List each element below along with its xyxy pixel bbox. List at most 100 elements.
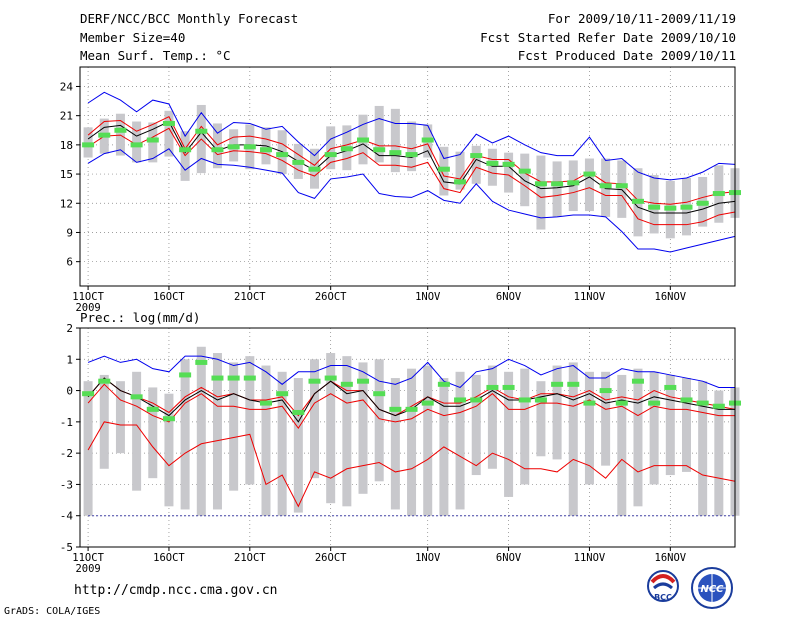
lower-plot-frame [79,327,736,548]
upper-obs-marker [615,183,628,189]
upper-obs-marker [470,153,483,159]
upper-obs-marker [454,179,467,185]
lower-y-tick-label: 1 [66,353,73,366]
lower-obs-marker [357,378,370,384]
upper-obs-marker [227,144,240,150]
lower-spread-box [681,378,691,472]
lower-spread-box [261,365,271,516]
lower-obs-marker [130,394,143,400]
lower-spread-box [342,356,352,507]
lower-obs-marker [195,359,208,365]
upper-spread-box [487,148,497,186]
upper-obs-marker [502,161,515,167]
lower-y-tick-label: -4 [60,510,74,523]
lower-spread-box [536,381,546,457]
ncc-logo: NCC [691,567,733,609]
lower-x-tick-label: 6NOV [496,552,522,564]
lower-obs-marker [615,400,628,406]
lower-obs-marker [243,375,256,381]
chart-title: DERF/NCC/BCC Monthly Forecast [80,11,299,26]
lower-lower-line [87,383,735,429]
lower-spread-box [601,371,611,466]
upper-spread-box [164,110,174,157]
lower-obs-marker [680,397,693,403]
lower-obs-marker [437,381,450,387]
upper-x-tick-label: 1NOV [415,291,441,303]
lower-spread-box [277,371,287,516]
lower-obs-marker [276,391,289,397]
lower-spread-box [245,356,255,485]
member-size: Member Size=40 [80,30,186,45]
upper-obs-marker [648,204,661,210]
upper-plot-frame [79,66,736,287]
lower-obs-marker [308,378,321,384]
upper-obs-marker [211,147,224,153]
lower-spread-box [212,353,222,510]
upper-obs-marker [437,166,450,172]
lower-spread-box [310,359,320,479]
upper-obs-marker [179,147,192,153]
upper-spread-box [471,145,481,184]
upper-spread-box [504,152,514,193]
lower-spread-box [83,381,93,516]
lower-obs-marker [486,384,499,390]
upper-obs-marker [308,166,321,172]
lower-spread-box [148,387,158,479]
upper-obs-marker [486,160,499,166]
lower-obs-marker [534,397,547,403]
precip-panel-title: Prec.: log(mm/d) [80,310,200,325]
upper-spread-box [455,151,465,190]
upper-obs-marker [146,137,159,143]
upper-obs-marker [162,120,175,126]
upper-x-tick-label: 11OCT [72,291,104,303]
bcc-logo: BCC [647,570,679,602]
upper-spread-box [552,161,562,217]
lower-spread-box [180,359,190,510]
upper-spread-box [407,121,417,172]
upper-obs-marker [664,205,677,211]
upper-obs-marker [357,137,370,143]
upper-spread-box [212,123,222,169]
upper-y-tick-label: 9 [66,226,73,239]
lower-min-line [87,421,736,508]
ncc-logo-text: NCC [700,584,724,595]
footer-url[interactable]: http://cmdp.ncc.cma.gov.cn [74,583,278,598]
lower-spread-box [649,371,659,485]
upper-obs-marker [373,147,386,153]
upper-obs-marker [130,142,143,148]
upper-x-tick-label: 16NOV [655,291,687,303]
lower-spread-box [617,374,627,516]
lower-obs-marker [631,378,644,384]
upper-x-tick-label: 6NOV [496,291,522,303]
upper-x-tick-label: 21OCT [234,291,266,303]
lower-spread-box [698,381,708,516]
lower-y-tick-label: -1 [60,416,73,429]
upper-obs-marker [340,146,353,152]
upper-obs-marker [114,127,127,133]
lower-obs-marker [696,400,709,406]
upper-spread-box [374,105,384,163]
lower-spread-box [520,368,530,485]
lower-x-tick-label: 16OCT [153,552,185,564]
upper-spread-box [536,155,546,230]
lower-x-tick-label: 26OCT [315,552,347,564]
upper-x-year-label: 2009 [75,302,100,314]
upper-spread-box [390,108,400,173]
lower-upper-line [87,377,736,417]
upper-obs-marker [389,150,402,156]
upper-obs-marker [631,198,644,204]
upper-obs-marker [680,204,693,210]
lower-y-tick-label: -2 [60,447,73,460]
lower-spread-box [455,371,465,510]
lower-obs-marker [259,400,272,406]
lower-spread-box [487,365,497,469]
lower-obs-marker [551,381,564,387]
lower-x-tick-label: 11NOV [574,552,606,564]
bcc-logo-text: BCC [654,593,672,602]
fcst-produced-date: Fcst Produced Date 2009/10/11 [517,48,736,63]
upper-spread-box [649,175,659,234]
upper-obs-marker [551,181,564,187]
lower-obs-marker [146,406,159,412]
upper-obs-marker [259,147,272,153]
lower-obs-marker [664,384,677,390]
